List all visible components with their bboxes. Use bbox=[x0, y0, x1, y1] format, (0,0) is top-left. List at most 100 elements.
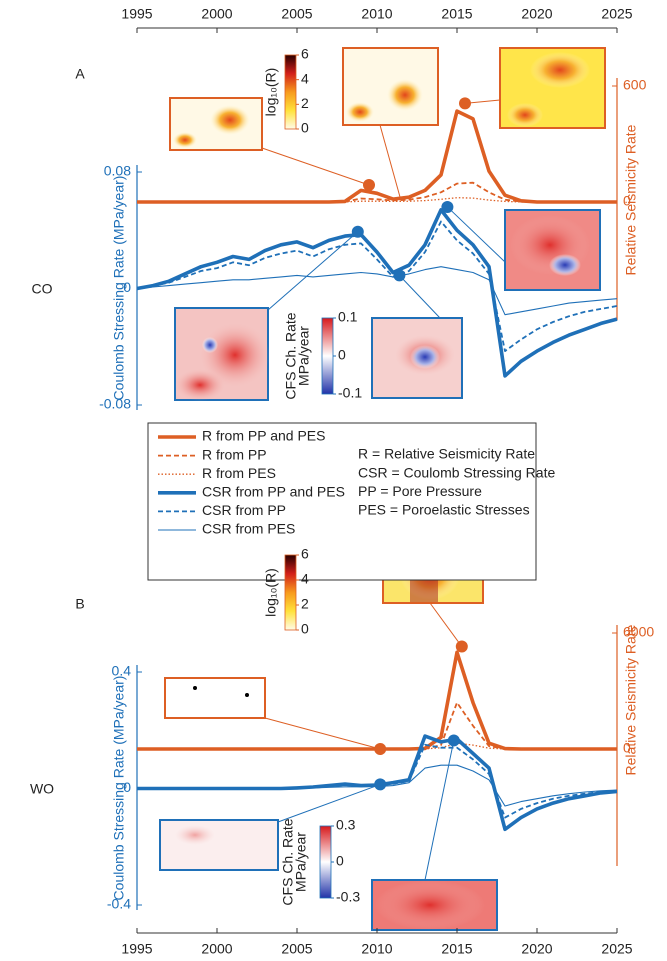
colorbar-unit: MPa/year bbox=[293, 832, 309, 892]
colorbar-tick-label: -0.1 bbox=[338, 385, 362, 401]
highlight-point bbox=[459, 97, 471, 110]
legend-label: R from PP and PES bbox=[202, 428, 325, 444]
highlight-point bbox=[447, 734, 460, 747]
x-tick-label: 2015 bbox=[441, 6, 472, 22]
legend-note: PP = Pore Pressure bbox=[358, 483, 482, 499]
colorbar-tick-label: 0 bbox=[301, 621, 309, 637]
x-tick-label: 2015 bbox=[441, 941, 472, 957]
x-tick-label: 2025 bbox=[601, 941, 632, 957]
y2-tick-label: 0 bbox=[623, 740, 631, 756]
colorbar-tick-label: 6 bbox=[301, 46, 309, 62]
x-tick-label: 2020 bbox=[521, 6, 552, 22]
y2-tick-label: 600 bbox=[623, 77, 647, 93]
colorbar-tick-label: 0.3 bbox=[336, 817, 356, 833]
highlight-point bbox=[441, 200, 454, 213]
y-tick-label: -0.4 bbox=[107, 896, 131, 912]
y-tick-label: -0.08 bbox=[99, 396, 131, 412]
panel-label: A bbox=[75, 66, 85, 82]
colorbar-tick-label: 4 bbox=[301, 70, 309, 86]
series-line bbox=[137, 181, 617, 203]
x-tick-label: 2010 bbox=[361, 6, 392, 22]
region-label: CO bbox=[32, 281, 53, 297]
x-tick-label: 2010 bbox=[361, 941, 392, 957]
legend-label: R from PP bbox=[202, 446, 267, 462]
inset-map bbox=[164, 677, 266, 719]
inset-map bbox=[499, 47, 606, 129]
highlight-point bbox=[374, 743, 387, 755]
legend: R from PP and PES R from PP R from PES CSR … bbox=[147, 422, 555, 581]
connector bbox=[447, 206, 506, 263]
x-tick-label: 2000 bbox=[201, 6, 232, 22]
y-tick-label: 0.08 bbox=[104, 163, 131, 179]
colorbar-tick-label: 0 bbox=[301, 120, 309, 136]
legend-note: CSR = Coulomb Stressing Rate bbox=[358, 464, 555, 480]
legend-label: CSR from PP bbox=[202, 502, 286, 518]
y2-axis-label: Relative Seismicity Rate bbox=[623, 124, 639, 275]
connector bbox=[424, 740, 455, 881]
colorbar-tick-label: 6 bbox=[301, 546, 309, 562]
highlight-point bbox=[374, 778, 387, 791]
x-tick-label: 2020 bbox=[521, 941, 552, 957]
inset-map bbox=[174, 307, 270, 401]
colorbar-label: CFS Ch. Rate bbox=[280, 818, 296, 905]
y-tick-label: 0 bbox=[123, 779, 131, 795]
colorbar-tick-label: 0 bbox=[336, 853, 344, 869]
region-label: WO bbox=[30, 781, 54, 797]
x-tick-label: 2025 bbox=[601, 6, 632, 22]
connector bbox=[264, 717, 381, 750]
series-line bbox=[136, 220, 618, 352]
inset-map bbox=[342, 47, 439, 126]
x-tick-label: 2000 bbox=[201, 941, 232, 957]
y-tick-label: 0.4 bbox=[112, 663, 132, 679]
connector bbox=[399, 275, 441, 319]
legend-label: CSR from PP and PES bbox=[202, 484, 345, 500]
colorbar bbox=[284, 554, 297, 631]
inset-map bbox=[504, 209, 601, 291]
x-tick-label: 1995 bbox=[121, 6, 152, 22]
legend-box bbox=[147, 422, 537, 581]
y2-tick-label: 6000 bbox=[623, 624, 654, 640]
y-axis-label: Coulomb Stressing Rate (MPa/year) bbox=[111, 676, 127, 901]
connector bbox=[267, 231, 359, 311]
colorbar-tick-label: 2 bbox=[301, 95, 309, 111]
y2-axis-label: Relative Seismicity Rate bbox=[623, 624, 639, 775]
x-tick-label: 1995 bbox=[121, 941, 152, 957]
colorbar-unit: MPa/year bbox=[296, 326, 312, 386]
y2-tick-label: 0 bbox=[623, 193, 631, 209]
inset-map bbox=[159, 819, 279, 871]
x-tick-label: 2005 bbox=[281, 6, 312, 22]
colorbar-label: log₁₀(R) bbox=[263, 68, 279, 117]
connector bbox=[379, 124, 401, 198]
series-line bbox=[136, 208, 618, 378]
connector bbox=[429, 602, 463, 647]
legend-note: PES = Poroelastic Stresses bbox=[358, 502, 530, 518]
colorbar-tick-label: -0.3 bbox=[336, 889, 360, 905]
highlight-point bbox=[455, 640, 468, 653]
colorbar-label: log₁₀(R) bbox=[263, 568, 279, 617]
series-line bbox=[136, 266, 618, 316]
connector bbox=[261, 147, 370, 186]
colorbar bbox=[321, 317, 334, 395]
colorbar bbox=[284, 54, 297, 130]
highlight-point bbox=[363, 178, 375, 191]
highlight-point bbox=[351, 225, 364, 238]
connector bbox=[277, 783, 381, 823]
colorbar-tick-label: 0.1 bbox=[338, 309, 358, 325]
colorbar-tick-label: 0 bbox=[338, 347, 346, 363]
colorbar-label: CFS Ch. Rate bbox=[283, 312, 299, 399]
x-tick-label: 2005 bbox=[281, 941, 312, 957]
inset-maps bbox=[159, 47, 606, 931]
colorbar-tick-label: 2 bbox=[301, 596, 309, 612]
legend-label: R from PES bbox=[202, 465, 276, 481]
series-line bbox=[137, 197, 617, 203]
y-axis-label: Coulomb Stressing Rate (MPa/year) bbox=[111, 176, 127, 401]
y-tick-label: 0 bbox=[123, 279, 131, 295]
inset-map bbox=[371, 879, 498, 931]
inset-map bbox=[371, 317, 463, 399]
inset-map bbox=[169, 97, 263, 151]
legend-label: CSR from PES bbox=[202, 521, 295, 537]
panel-label: B bbox=[75, 596, 84, 612]
colorbar-tick-label: 4 bbox=[301, 571, 309, 587]
colorbar bbox=[319, 825, 332, 899]
